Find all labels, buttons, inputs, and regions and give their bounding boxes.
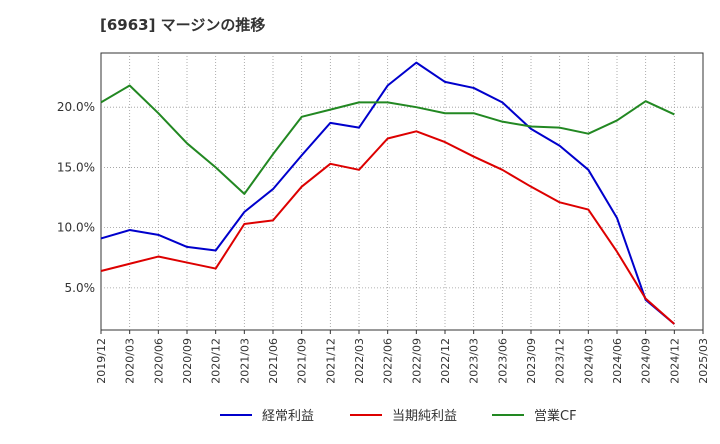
x-tick-label: 2023/06 <box>496 338 509 384</box>
x-tick-label: 2022/06 <box>382 338 395 384</box>
y-tick-label: 20.0% <box>57 100 95 114</box>
x-tick-label: 2022/12 <box>439 338 452 384</box>
y-tick-label: 15.0% <box>57 160 95 174</box>
y-tick-label: 10.0% <box>57 221 95 235</box>
x-tick-label: 2023/03 <box>468 338 481 384</box>
x-tick-label: 2019/12 <box>95 338 108 384</box>
legend-label-3: 営業CF <box>534 408 577 424</box>
x-tick-label: 2022/03 <box>353 338 366 384</box>
x-tick-label: 2024/09 <box>640 338 653 384</box>
x-tick-label: 2024/06 <box>611 338 624 384</box>
x-tick-label: 2025/03 <box>697 338 710 384</box>
x-tick-label: 2024/03 <box>582 338 595 384</box>
x-tick-label: 2021/09 <box>296 338 309 384</box>
y-tick-label: 5.0% <box>65 281 96 295</box>
legend-label-2: 当期純利益 <box>392 409 457 424</box>
plot-area <box>101 53 703 330</box>
x-tick-label: 2021/12 <box>324 338 337 384</box>
x-tick-label: 2020/09 <box>181 338 194 384</box>
x-tick-label: 2021/06 <box>267 338 280 384</box>
x-tick-label: 2020/06 <box>152 338 165 384</box>
x-tick-label: 2024/12 <box>668 338 681 384</box>
x-tick-label: 2022/09 <box>410 338 423 384</box>
x-tick-label: 2020/03 <box>124 338 137 384</box>
legend-label-1: 経常利益 <box>262 409 314 424</box>
x-tick-label: 2020/12 <box>210 338 223 384</box>
x-tick-label: 2021/03 <box>238 338 251 384</box>
chart-title: [6963] マージンの推移 <box>100 14 265 35</box>
x-tick-label: 2023/09 <box>525 338 538 384</box>
x-tick-label: 2023/12 <box>554 338 567 384</box>
